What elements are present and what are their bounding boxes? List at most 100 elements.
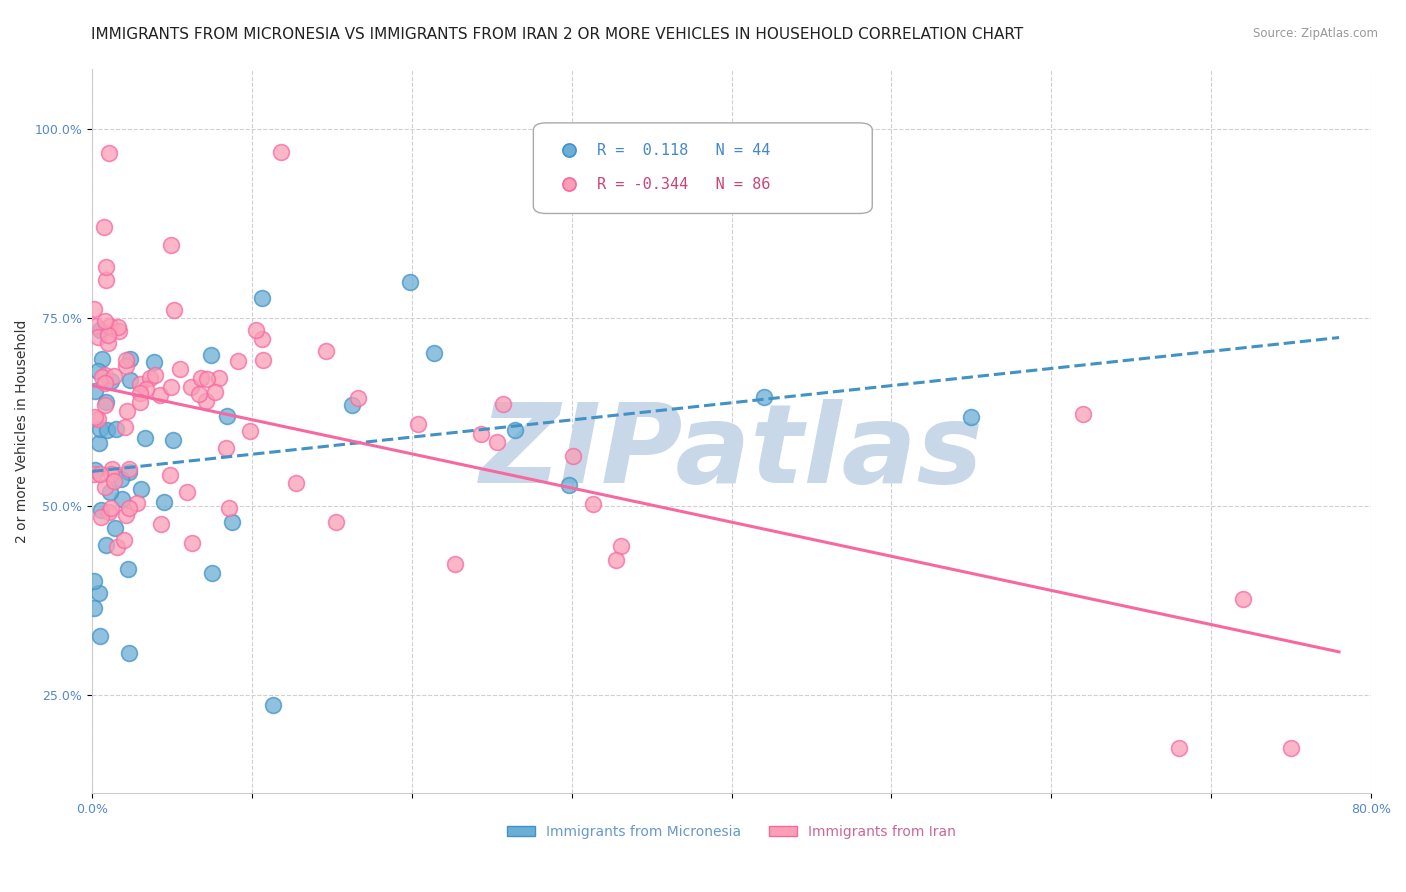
Point bbox=[610, 539, 633, 553]
Point bbox=[83, 384, 105, 398]
Point bbox=[605, 553, 627, 567]
Point bbox=[226, 353, 249, 368]
Point bbox=[89, 629, 111, 643]
Point bbox=[325, 515, 347, 529]
Point bbox=[423, 346, 446, 360]
Point bbox=[505, 423, 527, 437]
Point bbox=[118, 373, 141, 387]
Point bbox=[340, 399, 363, 413]
Point bbox=[262, 698, 284, 712]
Point bbox=[139, 371, 162, 385]
Text: Source: ZipAtlas.com: Source: ZipAtlas.com bbox=[1253, 27, 1378, 40]
Point bbox=[160, 380, 183, 394]
Point bbox=[1168, 741, 1191, 756]
Point bbox=[98, 319, 121, 334]
Point bbox=[470, 426, 492, 441]
Point bbox=[98, 146, 121, 161]
Point bbox=[960, 409, 983, 424]
Point bbox=[90, 351, 112, 366]
Point bbox=[129, 377, 152, 392]
Point bbox=[180, 380, 202, 394]
Text: ZIPatlas: ZIPatlas bbox=[479, 399, 983, 506]
Point bbox=[83, 409, 105, 424]
Text: R = -0.344   N = 86: R = -0.344 N = 86 bbox=[598, 177, 770, 192]
Point bbox=[208, 370, 231, 384]
Point bbox=[152, 495, 174, 509]
Point bbox=[1071, 407, 1094, 421]
Point bbox=[169, 362, 191, 376]
Point bbox=[115, 403, 138, 417]
Point bbox=[94, 260, 117, 275]
Point bbox=[83, 467, 105, 481]
Point bbox=[492, 397, 515, 411]
Point bbox=[204, 384, 226, 399]
Point bbox=[678, 243, 700, 257]
Point bbox=[83, 463, 105, 477]
Point bbox=[188, 386, 211, 401]
Point bbox=[245, 323, 267, 337]
Point bbox=[93, 368, 115, 382]
Point bbox=[176, 484, 198, 499]
Point bbox=[315, 344, 337, 359]
Point bbox=[270, 145, 292, 159]
Point bbox=[103, 474, 125, 488]
Point bbox=[118, 500, 141, 515]
Point bbox=[582, 497, 605, 511]
Y-axis label: 2 or more Vehicles in Household: 2 or more Vehicles in Household bbox=[15, 319, 30, 542]
Point bbox=[215, 409, 238, 424]
Point bbox=[129, 385, 152, 400]
Point bbox=[100, 485, 122, 500]
Point bbox=[561, 449, 583, 463]
Point bbox=[84, 318, 107, 333]
Point bbox=[252, 353, 274, 368]
Point bbox=[87, 364, 110, 378]
Text: R =  0.118   N = 44: R = 0.118 N = 44 bbox=[598, 143, 770, 158]
Point bbox=[97, 335, 120, 350]
Point bbox=[100, 467, 122, 481]
Point bbox=[1279, 741, 1302, 756]
Point bbox=[135, 382, 157, 396]
Point bbox=[96, 423, 118, 437]
Point bbox=[134, 431, 156, 445]
Point bbox=[90, 502, 112, 516]
Point bbox=[129, 394, 152, 409]
Point bbox=[117, 562, 139, 576]
Point bbox=[90, 510, 112, 524]
Point bbox=[250, 291, 273, 305]
Point bbox=[89, 323, 111, 337]
Point bbox=[87, 436, 110, 450]
Point bbox=[83, 301, 105, 316]
Point bbox=[94, 398, 117, 412]
Point bbox=[87, 586, 110, 600]
Point bbox=[117, 646, 139, 660]
Point bbox=[444, 558, 467, 572]
Point bbox=[190, 371, 212, 385]
Point bbox=[114, 420, 136, 434]
Point bbox=[110, 472, 132, 486]
Point bbox=[97, 504, 120, 518]
Point bbox=[149, 517, 172, 532]
Point bbox=[107, 320, 129, 334]
Point bbox=[284, 476, 307, 491]
Point bbox=[399, 275, 422, 289]
Point bbox=[558, 478, 581, 492]
Point bbox=[406, 417, 429, 431]
Point bbox=[1232, 591, 1254, 606]
Point bbox=[89, 467, 111, 482]
Point bbox=[89, 422, 111, 436]
Point bbox=[118, 462, 141, 476]
Point bbox=[97, 327, 120, 342]
Point bbox=[103, 368, 125, 383]
Point bbox=[114, 352, 136, 367]
Point bbox=[94, 376, 117, 390]
Point bbox=[87, 412, 110, 426]
Point bbox=[100, 374, 122, 388]
Point bbox=[115, 359, 138, 374]
Legend: Immigrants from Micronesia, Immigrants from Iran: Immigrants from Micronesia, Immigrants f… bbox=[502, 819, 962, 845]
Point bbox=[250, 332, 273, 346]
Point bbox=[485, 435, 508, 450]
Point bbox=[346, 391, 368, 405]
Point bbox=[94, 273, 117, 287]
Point bbox=[94, 314, 117, 328]
Point bbox=[131, 482, 153, 496]
